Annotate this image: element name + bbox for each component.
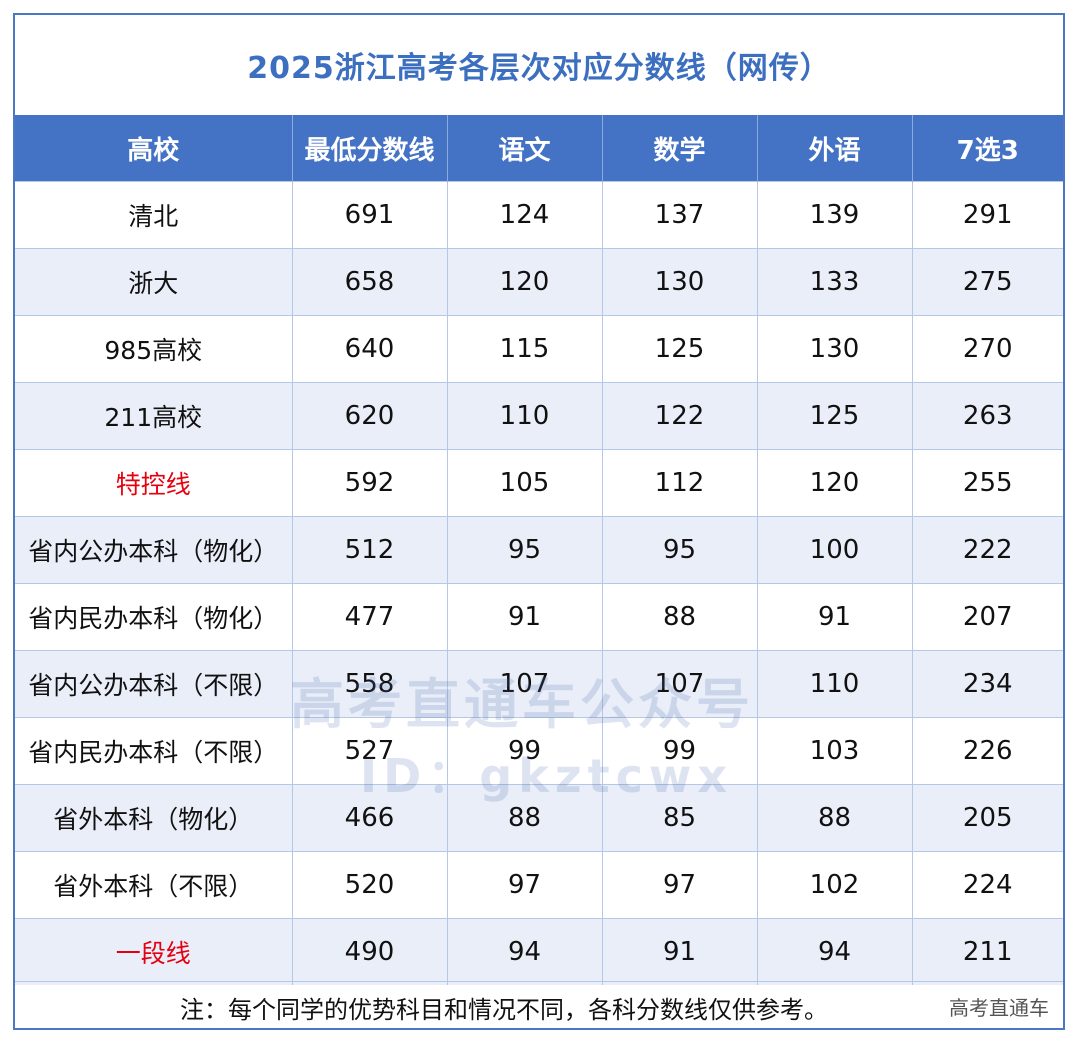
score-cell: 224 (912, 851, 1063, 919)
col-header-electives: 7选3 (912, 115, 1063, 182)
score-cell: 125 (602, 315, 758, 383)
school-tier-cell: 省外本科（物化） (15, 784, 293, 852)
score-cell: 512 (292, 516, 448, 584)
table-row: 省内民办本科（物化） 477 91 88 91 207 (15, 583, 1063, 651)
score-cell: 207 (912, 583, 1063, 651)
score-table: 高校 最低分数线 语文 数学 外语 7选3 清北 691 124 137 139 291 浙… (15, 115, 1063, 985)
score-cell: 125 (757, 382, 913, 450)
score-cell: 103 (757, 717, 913, 785)
col-header-chinese: 语文 (447, 115, 603, 182)
score-cell: 275 (912, 248, 1063, 316)
score-cell: 107 (447, 650, 603, 718)
score-cell: 130 (757, 315, 913, 383)
school-tier-cell: 省内民办本科（不限） (15, 717, 293, 785)
score-cell: 88 (602, 583, 758, 651)
score-cell: 477 (292, 583, 448, 651)
header-row: 高校 最低分数线 语文 数学 外语 7选3 (15, 115, 1063, 182)
school-tier-cell: 省外本科（不限） (15, 851, 293, 919)
score-table-card: 2025浙江高考各层次对应分数线（网传） 高校 最低分数线 语文 数学 外语 7… (13, 13, 1065, 1030)
score-cell: 105 (447, 449, 603, 517)
score-cell: 91 (757, 583, 913, 651)
school-tier-cell: 特控线 (15, 449, 293, 517)
score-cell: 558 (292, 650, 448, 718)
score-cell: 88 (447, 784, 603, 852)
page-title: 2025浙江高考各层次对应分数线（网传） (247, 51, 831, 86)
score-cell: 91 (447, 583, 603, 651)
score-cell: 120 (757, 449, 913, 517)
score-cell: 226 (912, 717, 1063, 785)
table-row: 一段线 490 94 91 94 211 (15, 918, 1063, 985)
score-cell: 211 (912, 918, 1063, 985)
score-cell: 99 (602, 717, 758, 785)
table-row: 省内公办本科（物化） 512 95 95 100 222 (15, 516, 1063, 584)
score-cell: 100 (757, 516, 913, 584)
footer: 注：每个同学的优势科目和情况不同，各科分数线仅供参考。 高考直通车 (15, 981, 1063, 1028)
score-cell: 139 (757, 181, 913, 249)
col-header-foreign-language: 外语 (757, 115, 913, 182)
score-cell: 95 (602, 516, 758, 584)
table-row: 省外本科（物化） 466 88 85 88 205 (15, 784, 1063, 852)
score-cell: 85 (602, 784, 758, 852)
score-cell: 466 (292, 784, 448, 852)
score-cell: 691 (292, 181, 448, 249)
score-cell: 133 (757, 248, 913, 316)
school-tier-cell: 211高校 (15, 382, 293, 450)
score-cell: 222 (912, 516, 1063, 584)
school-tier-cell: 浙大 (15, 248, 293, 316)
score-cell: 658 (292, 248, 448, 316)
table-row: 清北 691 124 137 139 291 (15, 181, 1063, 249)
score-cell: 122 (602, 382, 758, 450)
brand-label: 高考直通车 (949, 996, 1049, 1020)
score-cell: 620 (292, 382, 448, 450)
score-cell: 263 (912, 382, 1063, 450)
score-cell: 95 (447, 516, 603, 584)
school-tier-cell: 省内民办本科（物化） (15, 583, 293, 651)
table-row: 985高校 640 115 125 130 270 (15, 315, 1063, 383)
col-header-min-score: 最低分数线 (292, 115, 448, 182)
score-cell: 527 (292, 717, 448, 785)
score-cell: 97 (447, 851, 603, 919)
score-cell: 137 (602, 181, 758, 249)
score-cell: 640 (292, 315, 448, 383)
score-cell: 91 (602, 918, 758, 985)
score-cell: 592 (292, 449, 448, 517)
footnote: 注：每个同学的优势科目和情况不同，各科分数线仅供参考。 (180, 996, 828, 1024)
table-row: 省外本科（不限） 520 97 97 102 224 (15, 851, 1063, 919)
score-cell: 112 (602, 449, 758, 517)
score-cell: 124 (447, 181, 603, 249)
score-cell: 99 (447, 717, 603, 785)
table-row: 浙大 658 120 130 133 275 (15, 248, 1063, 316)
score-cell: 107 (602, 650, 758, 718)
school-tier-cell: 省内公办本科（物化） (15, 516, 293, 584)
col-header-school: 高校 (15, 115, 293, 182)
score-cell: 520 (292, 851, 448, 919)
score-cell: 88 (757, 784, 913, 852)
score-cell: 94 (447, 918, 603, 985)
score-cell: 97 (602, 851, 758, 919)
table-row: 省内民办本科（不限） 527 99 99 103 226 (15, 717, 1063, 785)
score-cell: 110 (757, 650, 913, 718)
score-cell: 110 (447, 382, 603, 450)
score-cell: 490 (292, 918, 448, 985)
table-row: 省内公办本科（不限） 558 107 107 110 234 (15, 650, 1063, 718)
score-cell: 270 (912, 315, 1063, 383)
school-tier-cell: 一段线 (15, 918, 293, 985)
school-tier-cell: 清北 (15, 181, 293, 249)
score-cell: 120 (447, 248, 603, 316)
score-cell: 130 (602, 248, 758, 316)
score-cell: 94 (757, 918, 913, 985)
table-row: 211高校 620 110 122 125 263 (15, 382, 1063, 450)
col-header-math: 数学 (602, 115, 758, 182)
school-tier-cell: 省内公办本科（不限） (15, 650, 293, 718)
score-cell: 291 (912, 181, 1063, 249)
score-cell: 115 (447, 315, 603, 383)
score-cell: 234 (912, 650, 1063, 718)
school-tier-cell: 985高校 (15, 315, 293, 383)
score-cell: 255 (912, 449, 1063, 517)
table-row: 特控线 592 105 112 120 255 (15, 449, 1063, 517)
score-cell: 205 (912, 784, 1063, 852)
score-cell: 102 (757, 851, 913, 919)
